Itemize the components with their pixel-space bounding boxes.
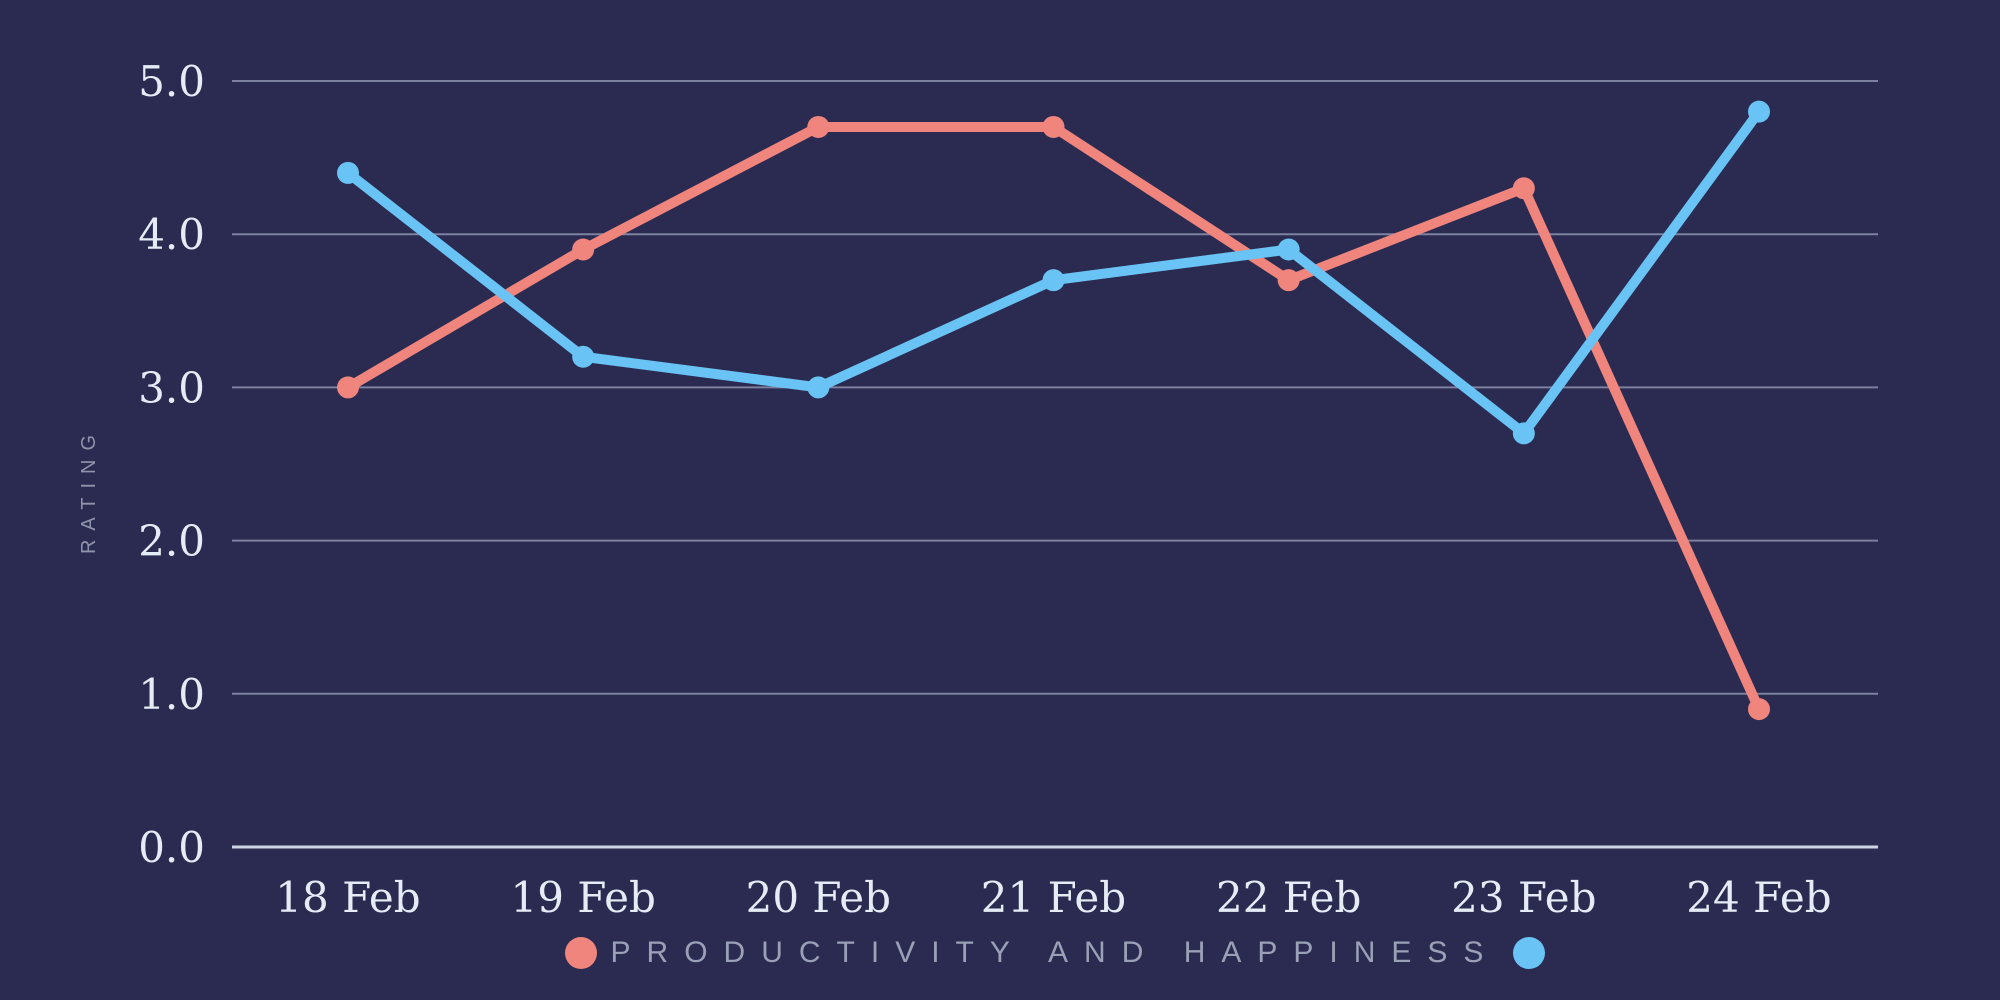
x-tick-label-19-feb: 19 Feb xyxy=(510,873,655,922)
legend-happiness-dot-icon xyxy=(1513,937,1546,969)
point-productivity-23-feb xyxy=(1512,177,1535,200)
x-tick-label-20-feb: 20 Feb xyxy=(746,873,891,922)
point-productivity-18-feb xyxy=(337,376,359,399)
x-axis-tick-labels: 18 Feb 19 Feb 20 Feb 21 Feb 22 Feb 23 Feb 24 F… xyxy=(275,873,1831,922)
y-tick-label-4.0: 4.0 xyxy=(138,210,205,259)
point-happiness-22-feb xyxy=(1277,238,1300,261)
point-productivity-22-feb xyxy=(1277,269,1300,292)
x-tick-label-21-feb: 21 Feb xyxy=(981,873,1126,922)
point-productivity-21-feb xyxy=(1042,115,1065,138)
x-tick-label-23-feb: 23 Feb xyxy=(1451,873,1596,922)
x-tick-label-24-feb: 24 Feb xyxy=(1686,873,1831,922)
y-tick-label-1.0: 1.0 xyxy=(138,670,205,719)
point-happiness-23-feb xyxy=(1512,422,1535,445)
point-productivity-19-feb xyxy=(572,238,595,261)
y-tick-label-5.0: 5.0 xyxy=(138,57,205,106)
y-axis-tick-labels: 0.0 1.0 2.0 3.0 4.0 5.0 xyxy=(138,57,205,872)
y-tick-label-3.0: 3.0 xyxy=(138,363,205,412)
point-happiness-18-feb xyxy=(337,161,359,184)
point-happiness-21-feb xyxy=(1042,269,1065,292)
legend-label: PRODUCTIVITY AND HAPPINESS xyxy=(610,936,1500,969)
point-happiness-19-feb xyxy=(572,345,595,368)
gridlines xyxy=(232,80,1878,849)
y-tick-label-2.0: 2.0 xyxy=(138,517,205,566)
legend: PRODUCTIVITY AND HAPPINESS xyxy=(232,930,1878,976)
y-axis-title: RATING xyxy=(78,426,100,554)
legend-productivity-dot-icon xyxy=(564,937,597,969)
point-happiness-20-feb xyxy=(807,376,830,399)
point-productivity-20-feb xyxy=(807,115,830,138)
x-tick-label-22-feb: 22 Feb xyxy=(1216,873,1361,922)
x-tick-label-18-feb: 18 Feb xyxy=(275,873,420,922)
series-line-productivity xyxy=(343,121,1764,715)
data-series xyxy=(337,100,1770,721)
y-tick-label-0.0: 0.0 xyxy=(138,823,205,872)
point-happiness-24-feb xyxy=(1748,100,1770,123)
point-productivity-24-feb xyxy=(1748,698,1770,721)
